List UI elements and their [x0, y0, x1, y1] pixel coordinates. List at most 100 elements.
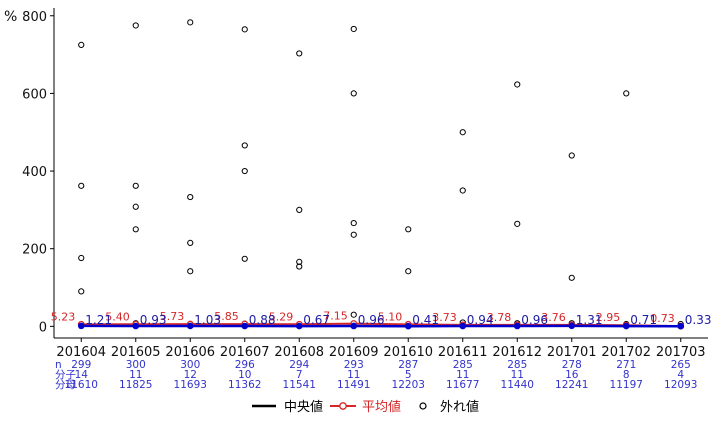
outlier-point: [405, 226, 412, 233]
outlier-point: [78, 41, 85, 48]
outlier-point: [350, 231, 357, 238]
table-cell: 287: [398, 359, 418, 371]
outlier-point: [132, 203, 139, 210]
axes: 0 200 400 600 800% 201604 201605 201606 201607 20…: [4, 8, 708, 360]
mean-data-label: 5.23: [51, 310, 76, 323]
table-cell: 11: [456, 369, 469, 381]
outlier-point: [132, 22, 139, 29]
median-data-label: 0.88: [249, 313, 276, 327]
median-point: [77, 322, 85, 330]
table-cell: 5: [405, 369, 412, 381]
table-cell: 265: [671, 359, 691, 371]
outlier-point: [350, 311, 357, 318]
median-data-label: 1.21: [85, 313, 112, 327]
table-cell: 285: [453, 359, 473, 371]
median-data-label: 1.31: [576, 313, 603, 327]
mean-data-label: 3.73: [432, 311, 457, 324]
outlier-point: [350, 219, 357, 227]
x-tick-label: 201702: [601, 345, 651, 360]
table-cell: 11677: [446, 379, 479, 391]
mean-data-label: 5.73: [160, 310, 185, 323]
table-cell: 11: [511, 369, 524, 381]
mean-data-label: 3.76: [541, 311, 566, 324]
median-data-label: 0.41: [412, 313, 439, 327]
outlier-point: [78, 182, 85, 189]
median-point: [132, 322, 140, 330]
outlier-point: [296, 258, 303, 266]
legend: 中央値 平均値 外れ値: [252, 399, 479, 415]
median-point: [186, 322, 194, 330]
outlier-point: [78, 288, 85, 295]
outlier-point: [296, 206, 303, 213]
table-cell: 12: [184, 369, 197, 381]
y-axis-label: %: [4, 9, 17, 25]
table-cell: 294: [289, 359, 309, 371]
table-cell: 12241: [555, 379, 588, 391]
table-cell: 11693: [174, 379, 207, 391]
table-cell: 11610: [65, 379, 98, 391]
outlier-point: [459, 129, 466, 136]
y-tick-label: 800: [22, 10, 47, 25]
median-point: [459, 322, 467, 330]
x-tick-label: 201604: [56, 345, 106, 360]
x-tick-label: 201611: [438, 345, 488, 360]
mean-data-label: 5.85: [214, 310, 239, 323]
outlier-point: [241, 142, 248, 149]
series-lines: [77, 320, 685, 330]
mean-data-label: 3.78: [487, 311, 512, 324]
median-data-label: 0.67: [303, 313, 330, 327]
x-tick-label: 201610: [383, 345, 433, 360]
x-tick-label: 201703: [656, 345, 706, 360]
median-data-label: 0.93: [140, 313, 167, 327]
legend-outlier-label: 外れ値: [440, 399, 479, 415]
x-tick-label: 201609: [329, 345, 379, 360]
x-tick-label: 201605: [111, 345, 161, 360]
outlier-point: [241, 167, 248, 175]
table-cell: 300: [180, 359, 200, 371]
y-tick-label: 600: [22, 87, 47, 102]
x-tick-label: 201701: [547, 345, 597, 360]
outlier-layer: [78, 19, 684, 328]
table-cell: 11: [129, 369, 142, 381]
legend-mean-label: 平均値: [362, 399, 401, 415]
table-row-label: 分子: [55, 369, 76, 381]
table-cell: 4: [677, 369, 684, 381]
outlier-point: [187, 19, 194, 26]
x-tick-label: 201606: [165, 345, 215, 360]
outlier-point: [296, 50, 303, 57]
mean-data-label: 5.29: [269, 310, 294, 323]
table-cell: 11825: [119, 379, 152, 391]
y-tick-label: 0: [39, 320, 47, 335]
outlier-point: [350, 90, 357, 97]
mean-data-label: 2.95: [596, 311, 621, 324]
outlier-point: [296, 263, 303, 270]
y-tick-label: 400: [22, 165, 47, 180]
table-cell: 12093: [664, 379, 697, 391]
table-cell: 16: [565, 369, 579, 381]
x-tick-label: 201612: [492, 345, 542, 360]
outlier-point: [568, 152, 575, 159]
outlier-point: [241, 255, 248, 262]
y-tick-label: 200: [22, 243, 47, 258]
table-cell: 14: [75, 369, 89, 381]
table-cell: 7: [296, 369, 303, 381]
outlier-point: [132, 226, 139, 233]
mean-data-label: 0.73: [650, 312, 675, 325]
median-point: [513, 322, 521, 330]
table-cell: 299: [71, 359, 91, 371]
data-label-layer: 5.23 5.40 5.73 5.85 5.29 7.15 5.10 3.73 3.78 3.76…: [51, 310, 712, 328]
outlier-point: [459, 187, 466, 194]
table-cell: 11: [347, 369, 360, 381]
mean-data-label: 5.40: [105, 310, 130, 323]
legend-mean-marker: [339, 402, 347, 410]
outlier-point: [187, 239, 194, 246]
table-cell: 11197: [610, 379, 643, 391]
table-cell: 11440: [501, 379, 534, 391]
x-tick-label: 201607: [220, 345, 270, 360]
median-data-label: 0.71: [630, 313, 657, 327]
table-row-label: 分母: [55, 379, 76, 391]
legend-outlier-marker: [419, 402, 427, 410]
table-cell: 293: [344, 359, 364, 371]
outlier-point: [78, 254, 85, 262]
